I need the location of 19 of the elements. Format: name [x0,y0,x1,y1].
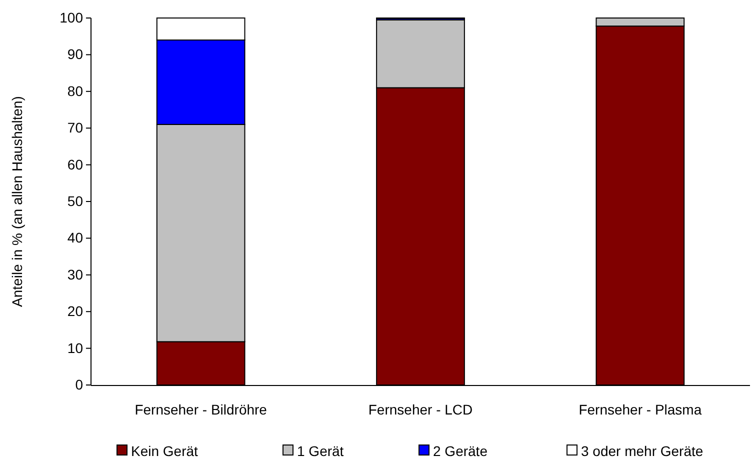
y-tick-label: 30 [67,266,84,282]
x-tick-label: Fernseher - LCD [368,402,473,418]
y-axis-title: Anteile in % (an allen Haushalten) [9,96,25,307]
legend-label: 2 Geräte [433,443,488,459]
y-tick-label: 10 [67,340,84,356]
y-tick-label: 50 [67,192,84,209]
x-tick-label: Fernseher - Plasma [578,402,702,418]
y-tick-label: 70 [67,120,84,136]
y-tick-label: 100 [60,9,84,26]
y-tick-label: 20 [67,303,84,320]
legend-label: 1 Gerät [297,443,344,459]
y-tick-label: 80 [67,82,84,99]
y-tick-label: 0 [75,376,84,392]
y-tick-label: 60 [67,156,84,172]
legend-label: 3 oder mehr Geräte [581,443,704,459]
y-tick-label: 40 [67,230,84,246]
y-tick-label: 90 [67,46,84,62]
x-tick-label: Fernseher - Bildröhre [134,402,268,418]
legend-label: Kein Gerät [131,443,198,459]
